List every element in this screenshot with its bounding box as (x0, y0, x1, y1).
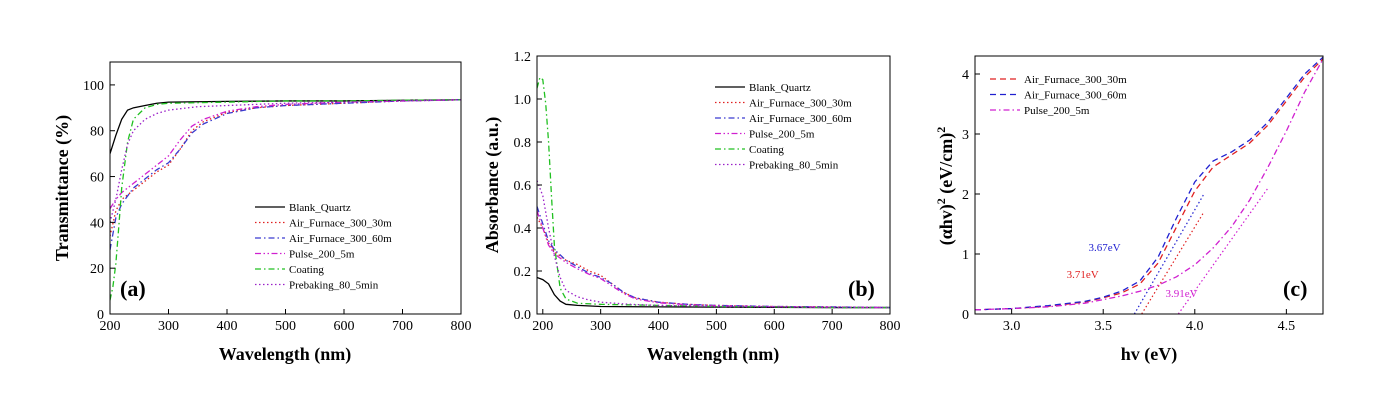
x-tick-label: 600 (764, 319, 785, 334)
series-line-pulse-200-5m (975, 58, 1323, 311)
band-gap-annotation: 3.67eV (1089, 242, 1121, 254)
legend-label: Pulse_200_5m (1024, 105, 1090, 117)
x-tick-label: 700 (392, 319, 413, 334)
y-tick-label: 3 (962, 128, 969, 143)
series-line-air-furnace-300-60m (110, 99, 461, 250)
series-line-prebaking-80-5min (537, 180, 890, 309)
legend-label: Pulse_200_5m (749, 129, 815, 141)
x-tick-label: 3.5 (1094, 319, 1112, 334)
fit-line-2 (1133, 193, 1205, 314)
series-line-air-furnace-300-60m (537, 206, 890, 309)
panel-b-x-axis-title: Wavelength (nm) (647, 344, 780, 365)
series-line-air-furnace-300-30m (110, 99, 461, 237)
legend-label: Prebaking_80_5min (749, 160, 839, 172)
legend-label: Pulse_200_5m (289, 249, 355, 261)
y-tick-label: 0.8 (514, 136, 532, 151)
series-line-coating (110, 99, 461, 301)
legend-label: Air_Furnace_300_30m (749, 98, 852, 110)
panel-b-tag: (b) (848, 276, 875, 301)
fit-line-3 (1177, 187, 1269, 314)
y-tick-label: 60 (90, 171, 104, 186)
y-tick-label: 100 (83, 79, 104, 94)
panel-c-y-title-part-2: (eV/cm) (936, 133, 957, 198)
legend-label: Air_Furnace_300_60m (1024, 90, 1127, 102)
series-line-pulse-200-5m (110, 99, 461, 209)
panel-a-x-axis-title: Wavelength (nm) (219, 344, 352, 365)
x-tick-label: 200 (100, 319, 121, 334)
legend-label: Coating (749, 144, 784, 156)
panel-b-absorbance: 200 300 400 500 600 700 800 0.0 0.2 0.4 0.6 0.8 1.0 1… (482, 50, 901, 365)
y-tick-label: 0 (97, 308, 104, 323)
y-tick-label: 1 (962, 248, 969, 263)
panel-c-y-title-sup-1: 2 (934, 198, 948, 204)
y-tick-label: 1.2 (514, 50, 532, 65)
x-tick-label: 4.5 (1278, 319, 1296, 334)
x-tick-label: 800 (451, 319, 472, 334)
x-tick-label: 500 (275, 319, 296, 334)
panel-a-tag: (a) (120, 276, 146, 301)
panel-a-y-axis-title: Transmittance (%) (52, 115, 73, 261)
legend-label: Coating (289, 264, 324, 276)
x-tick-label: 4.0 (1186, 319, 1204, 334)
x-tick-label: 600 (334, 319, 355, 334)
legend-label: Blank_Quartz (749, 82, 811, 94)
legend-label: Prebaking_80_5min (289, 280, 379, 292)
x-tick-label: 700 (822, 319, 843, 334)
y-tick-label: 2 (962, 188, 969, 203)
series-line-coating (537, 76, 890, 309)
y-tick-label: 0.6 (514, 179, 532, 194)
legend-label: Air_Furnace_300_60m (289, 233, 392, 245)
band-gap-annotation: 3.91eV (1165, 288, 1197, 300)
series-line-blank-quartz (110, 99, 461, 154)
x-tick-label: 500 (706, 319, 727, 334)
panel-c-tag: (c) (1283, 276, 1307, 301)
panel-a-transmittance: 200 300 400 500 600 700 800 0 20 40 60 80 100 Wavele… (52, 61, 472, 365)
legend-label: Air_Furnace_300_30m (289, 218, 392, 230)
legend-label: Air_Furnace_300_60m (749, 113, 852, 125)
y-tick-label: 0.0 (514, 308, 532, 323)
panel-c-y-title-part-1: (αhv) (936, 204, 957, 245)
y-tick-label: 4 (962, 68, 969, 83)
legend-label: Blank_Quartz (289, 202, 351, 214)
panel-c-y-title-sup-2: 2 (934, 127, 948, 133)
y-tick-label: 0.2 (514, 265, 532, 280)
y-tick-label: 0 (962, 308, 969, 323)
legend-label: Air_Furnace_300_30m (1024, 74, 1127, 86)
x-tick-label: 300 (158, 319, 179, 334)
y-tick-label: 0.4 (514, 222, 532, 237)
panel-b-y-axis-title: Absorbance (a.u.) (482, 117, 503, 254)
x-tick-label: 200 (532, 319, 553, 334)
series-line-air-furnace-300-60m (975, 56, 1323, 311)
y-tick-label: 1.0 (514, 93, 532, 108)
y-tick-label: 40 (90, 216, 104, 231)
series-line-pulse-200-5m (537, 210, 890, 309)
x-tick-label: 300 (590, 319, 611, 334)
x-tick-label: 800 (880, 319, 901, 334)
panel-c-frame (974, 55, 1324, 315)
x-tick-label: 3.0 (1003, 319, 1021, 334)
series-line-blank-quartz (537, 276, 890, 309)
y-tick-label: 80 (90, 125, 104, 140)
series-line-air-furnace-300-30m (537, 216, 890, 309)
panel-b-frame (536, 55, 891, 315)
panel-c-x-axis-title: hv (eV) (1121, 344, 1178, 365)
band-gap-annotation: 3.71eV (1067, 269, 1099, 281)
x-tick-label: 400 (648, 319, 669, 334)
x-tick-label: 400 (217, 319, 238, 334)
panel-c-y-axis-title: (αhv)2 (eV/cm)2 (934, 127, 957, 246)
y-tick-label: 20 (90, 262, 104, 277)
